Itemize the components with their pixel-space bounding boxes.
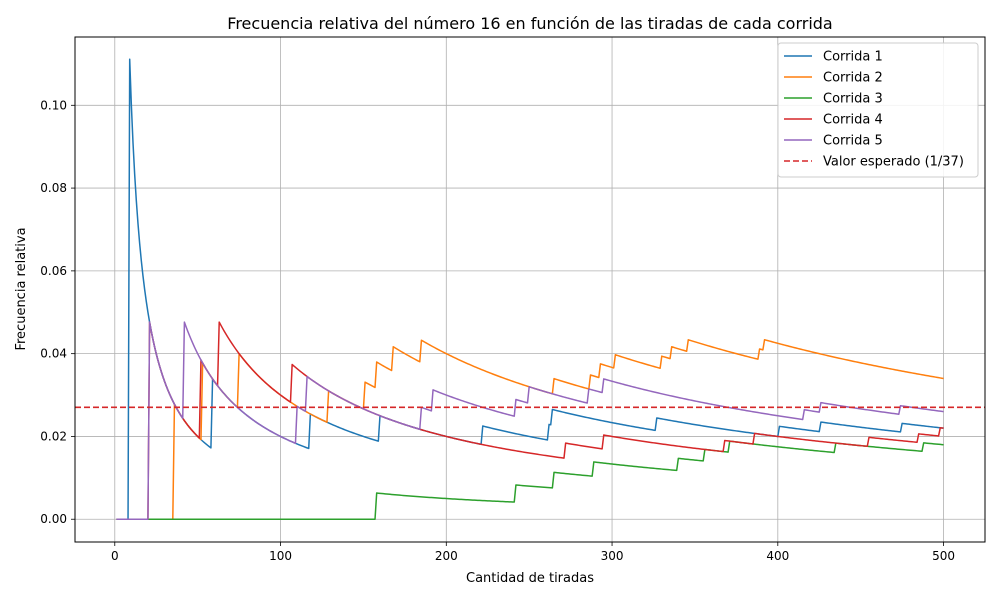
legend-label: Valor esperado (1/37) [823,155,964,170]
legend-label: Corrida 3 [823,92,883,107]
legend-label: Corrida 2 [823,71,883,86]
y-axis-label: Frecuencia relativa [14,227,29,350]
series-line-corrida-3 [116,440,944,520]
x-tick-label: 100 [269,549,292,563]
x-tick-label: 500 [932,549,955,563]
legend-label: Corrida 1 [823,50,883,65]
legend-box [777,42,979,178]
series-line-corrida-5 [116,321,944,520]
x-tick-label: 200 [435,549,458,563]
x-tick-label: 400 [766,549,789,563]
series-line-corrida-4 [116,321,944,520]
legend-label: Corrida 5 [823,134,883,149]
y-tick-label: 0.00 [40,512,67,526]
chart-title: Frecuencia relativa del número 16 en fun… [227,14,832,33]
y-tick-label: 0.02 [40,429,67,443]
legend: Corrida 1 Corrida 2 Corrida 3 Corrida 4 Corr… [777,42,979,178]
y-tick-label: 0.04 [40,347,67,361]
y-tick-label: 0.10 [40,98,67,112]
x-axis-label: Cantidad de tiradas [466,571,594,586]
legend-label: Corrida 4 [823,113,883,128]
x-tick-label: 300 [601,549,624,563]
series-lines [116,58,944,520]
y-tick-label: 0.08 [40,181,67,195]
ticks: 0 100 200 300 400 500 0.00 0.02 0.04 0.06 0.08 0.10 [40,98,955,563]
grid [75,37,985,542]
plot-frame [74,36,986,543]
y-tick-label: 0.06 [40,264,67,278]
x-tick-label: 0 [111,549,119,563]
